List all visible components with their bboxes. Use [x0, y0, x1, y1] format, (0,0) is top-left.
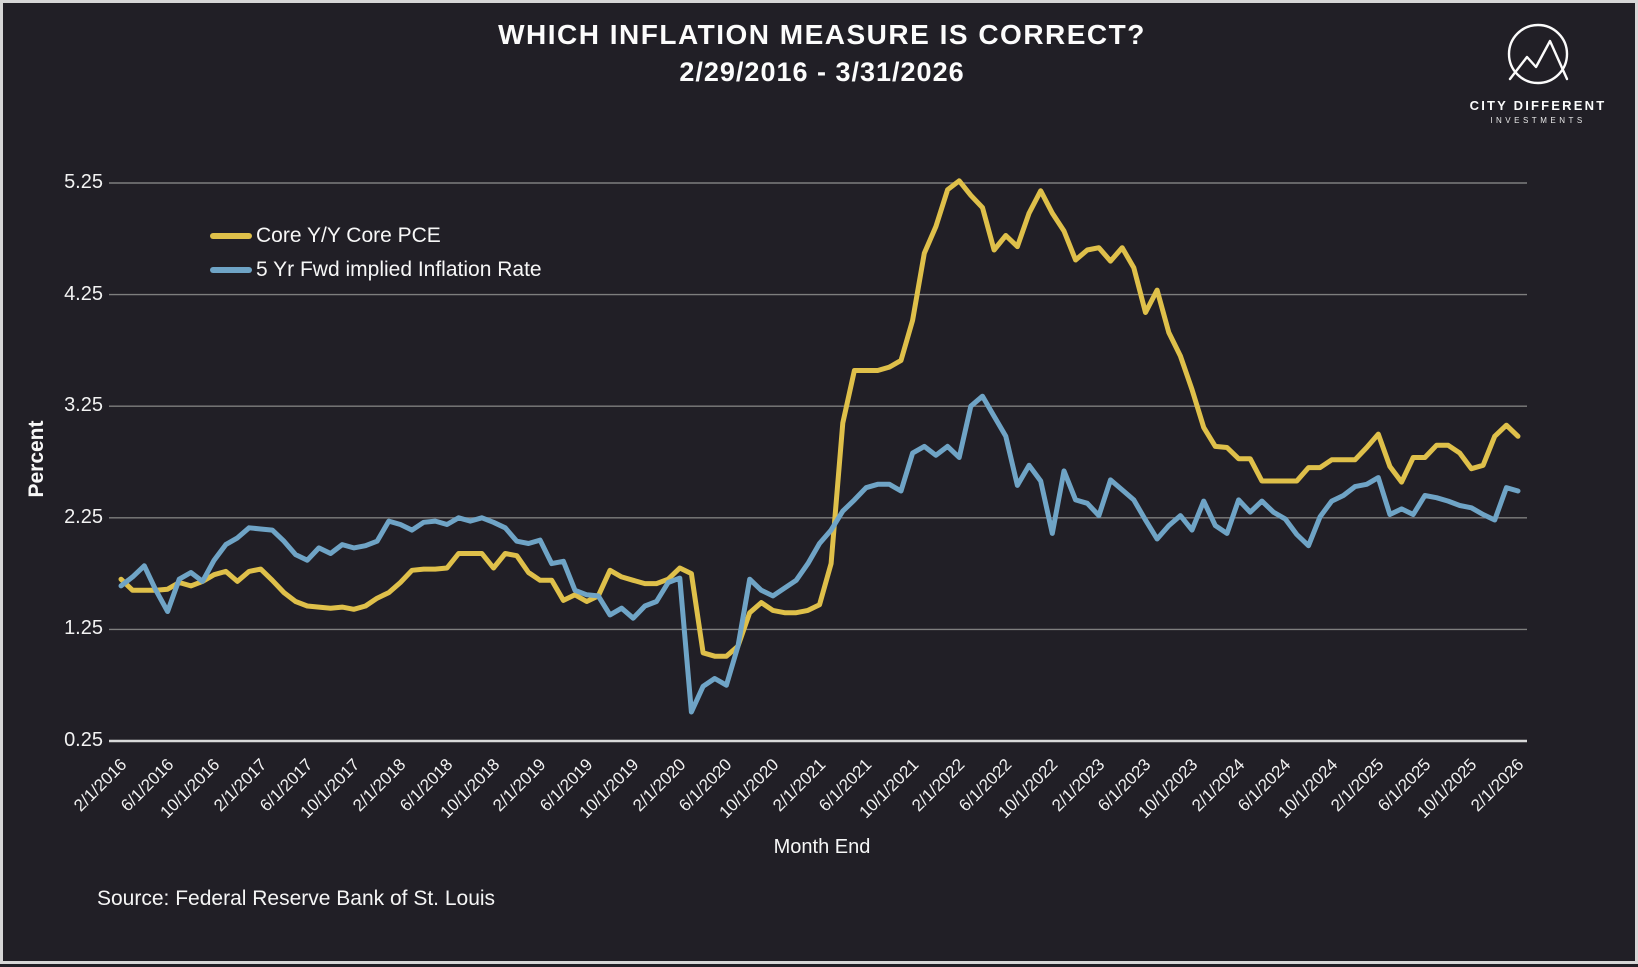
- page-subtitle: 2/29/2016 - 3/31/2026: [679, 57, 965, 87]
- company-logo: CITY DIFFERENT INVESTMENTS: [1463, 17, 1613, 125]
- source-note: Source: Federal Reserve Bank of St. Loui…: [97, 887, 496, 910]
- logo-company-subname: INVESTMENTS: [1490, 116, 1586, 125]
- page-title: WHICH INFLATION MEASURE IS CORRECT?: [498, 19, 1146, 50]
- legend-item-core-pce: Core Y/Y Core PCE: [210, 219, 542, 253]
- x-axis-title: Month End: [773, 836, 871, 858]
- legend-item-fwd-inflation: 5 Yr Fwd implied Inflation Rate: [210, 253, 542, 287]
- y-tick-label: 3.25: [64, 394, 103, 417]
- gridlines: [109, 182, 1527, 631]
- chart-legend: Core Y/Y Core PCE 5 Yr Fwd implied Infla…: [210, 219, 542, 287]
- y-tick-label: 4.25: [64, 282, 103, 305]
- logo-company-name: CITY DIFFERENT: [1469, 98, 1607, 113]
- legend-label-fwd-inflation: 5 Yr Fwd implied Inflation Rate: [256, 258, 542, 281]
- chart-plot-area: [109, 178, 1527, 743]
- core-pce-swatch-icon: [210, 233, 252, 239]
- y-tick-label: 1.25: [64, 617, 103, 640]
- fwd-inflation-line: [118, 393, 1521, 715]
- y-tick-label: 5.25: [64, 171, 103, 193]
- fwd-inflation-swatch-icon: [210, 267, 252, 273]
- y-tick-label: 0.25: [64, 729, 103, 751]
- core-pce-line: [118, 178, 1521, 659]
- legend-label-core-pce: Core Y/Y Core PCE: [256, 224, 441, 247]
- mountain-circle-icon: [1507, 23, 1569, 85]
- y-tick-label: 2.25: [64, 505, 103, 528]
